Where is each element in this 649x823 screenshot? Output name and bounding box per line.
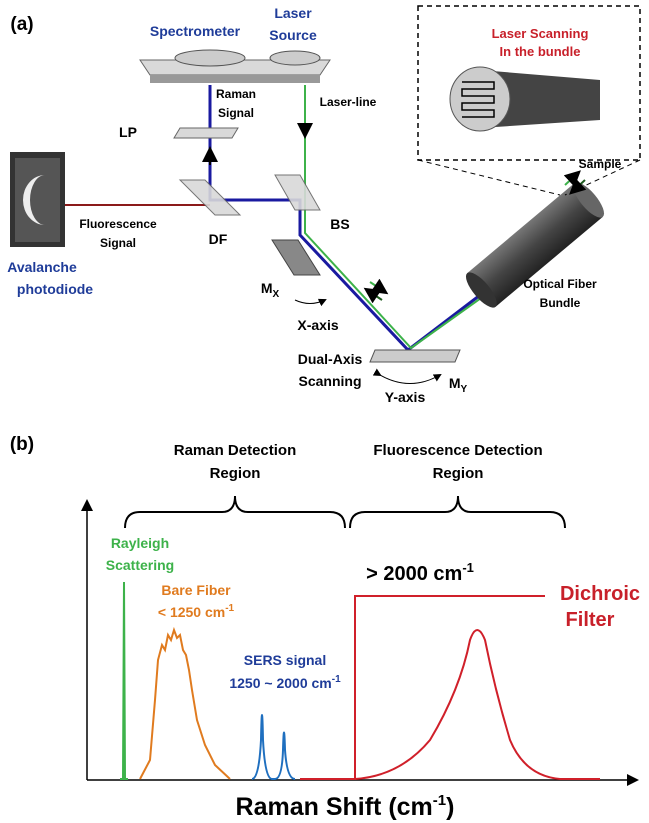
region-label: Region (433, 465, 484, 482)
panel-b: (b) Raman Detection Region Fluorescence … (10, 434, 640, 821)
brace (350, 496, 565, 528)
sample-label: Sample (579, 157, 622, 171)
apd-face (15, 158, 60, 242)
lp-filter (174, 128, 238, 138)
figure: (a) Spectrometer Laser Source Raman Sign… (0, 0, 649, 823)
dichroic-label: Dichroic (560, 583, 640, 605)
scanning-label: Scanning (298, 373, 361, 389)
region-label: Raman Detection (174, 442, 297, 459)
inset-label: Laser Scanning (492, 26, 589, 41)
mirror-y-label: MY (449, 375, 468, 395)
inset-label: In the bundle (500, 44, 581, 59)
mirror-y (370, 350, 460, 362)
inset-face (450, 67, 510, 131)
sers-peaks (252, 715, 295, 779)
text: > 2000 cm (366, 563, 462, 585)
laser-line-label: Laser-line (320, 95, 377, 109)
df-filter (180, 180, 240, 215)
apd-label: photodiode (17, 281, 93, 297)
rayleigh-peak (120, 582, 128, 779)
arrow (367, 290, 382, 300)
bare-fiber-label: < 1250 cm-1 (158, 603, 235, 620)
y-axis-label: Y-axis (385, 389, 426, 405)
arrow (380, 375, 440, 384)
text: 1250 ~ 2000 cm (229, 675, 331, 691)
fiber-label: Bundle (540, 296, 581, 310)
arrow (295, 300, 325, 304)
text: M (449, 375, 461, 391)
text: M (261, 280, 273, 296)
dichroic-edge (300, 596, 545, 779)
fiber-label: Optical Fiber (523, 277, 597, 291)
brace (125, 496, 345, 528)
rayleigh-label: Rayleigh (111, 535, 169, 551)
region-label: Region (210, 465, 261, 482)
laser-label: Laser (274, 5, 312, 21)
x-axis-label: X-axis (297, 317, 338, 333)
laser-disc (270, 51, 320, 65)
rayleigh-label: Scattering (106, 557, 174, 573)
x-axis-title: Raman Shift (cm-1) (236, 792, 455, 821)
sers-label: SERS signal (244, 652, 326, 668)
subscript: Y (461, 384, 468, 395)
platform-side (150, 75, 320, 83)
bare-fiber-label: Bare Fiber (161, 582, 231, 598)
superscript: -1 (462, 560, 474, 575)
subscript: X (273, 289, 280, 300)
dichroic-label: Filter (566, 609, 615, 631)
panel-label: (a) (10, 14, 33, 35)
raman-beam (210, 85, 492, 350)
scanning-label: Dual-Axis (298, 351, 363, 367)
mirror-x (272, 240, 320, 275)
df-label: DF (209, 231, 228, 247)
fluorescence-label: Signal (100, 236, 136, 250)
fluorescence-label: Fluorescence (79, 217, 157, 231)
region-label: Fluorescence Detection (373, 442, 542, 459)
fiber-bundle (461, 178, 609, 312)
laser-label: Source (269, 27, 317, 43)
arrow (370, 282, 385, 292)
sers-label: 1250 ~ 2000 cm-1 (229, 674, 341, 691)
raman-label: Signal (218, 106, 254, 120)
panel-label: (b) (10, 434, 34, 455)
bs-splitter (275, 175, 320, 210)
text: ) (446, 793, 454, 821)
raman-label: Raman (216, 87, 256, 101)
text: < 1250 cm (158, 604, 225, 620)
lp-label: LP (119, 124, 137, 140)
text: Raman Shift (cm (236, 793, 433, 821)
superscript: -1 (433, 792, 446, 809)
apd-label: Avalanche (7, 259, 77, 275)
spectrometer-label: Spectrometer (150, 23, 241, 39)
mirror-x-label: MX (261, 280, 280, 300)
bs-label: BS (330, 216, 349, 232)
cutoff-label: > 2000 cm-1 (366, 560, 474, 585)
spectrometer-disc (175, 50, 245, 66)
fluorescence-curve (355, 630, 600, 779)
panel-a: (a) Spectrometer Laser Source Raman Sign… (7, 5, 640, 405)
superscript: -1 (332, 674, 341, 685)
superscript: -1 (225, 603, 234, 614)
bare-fiber-curve (140, 630, 230, 779)
